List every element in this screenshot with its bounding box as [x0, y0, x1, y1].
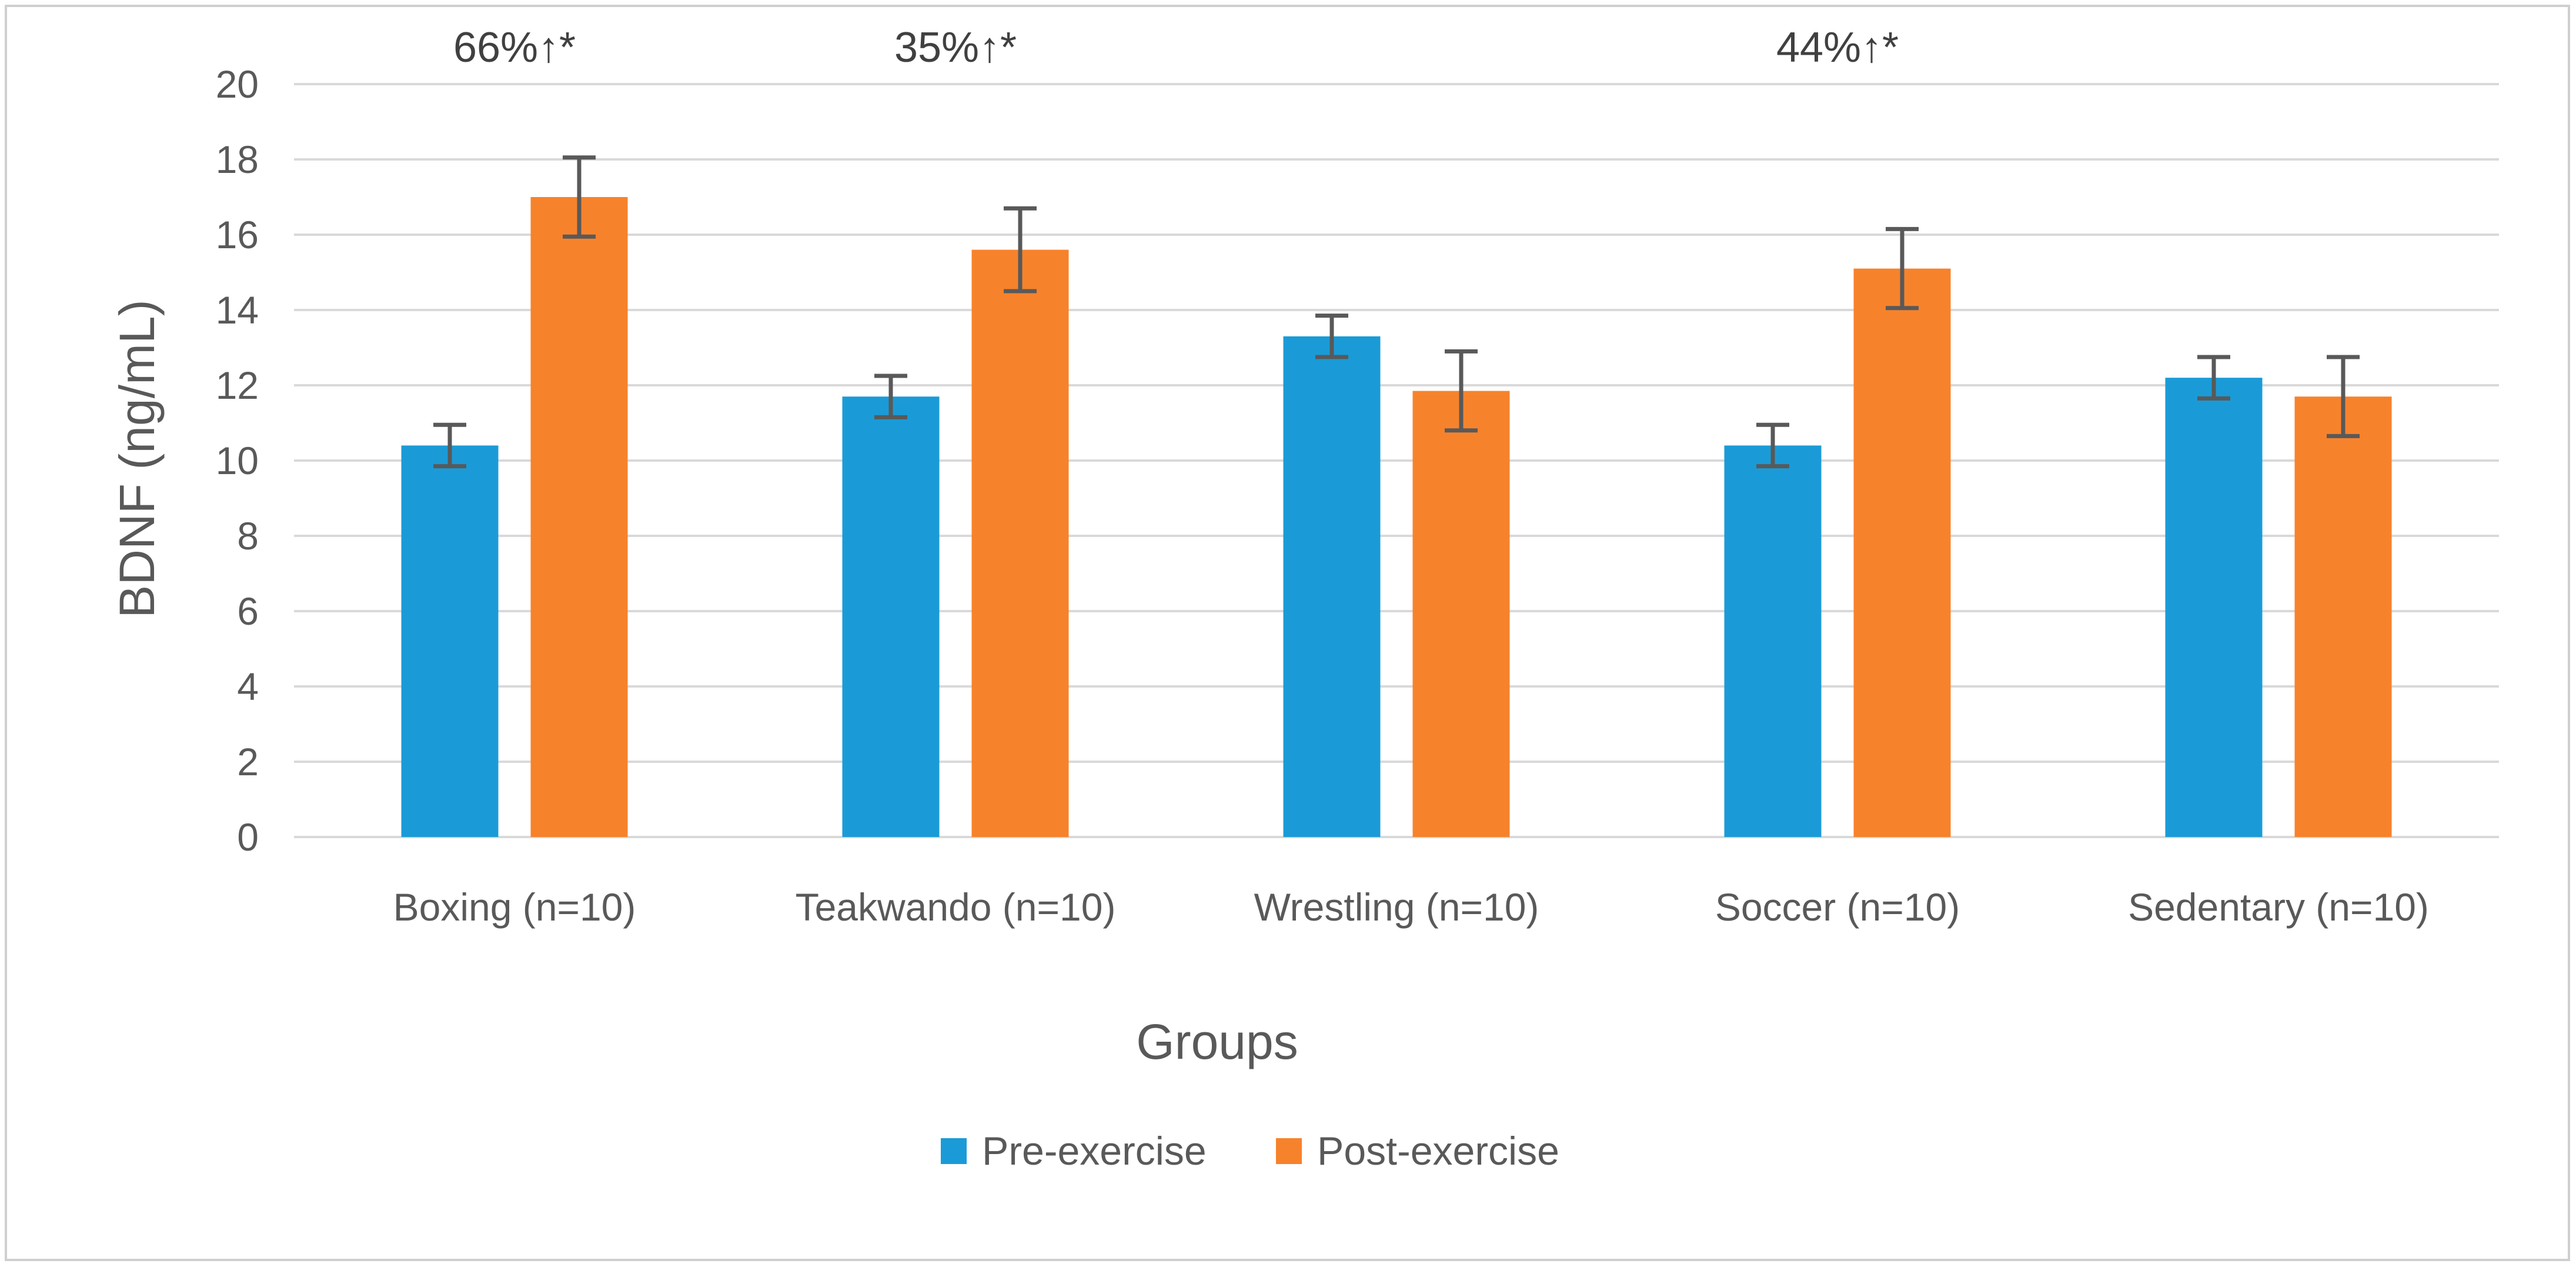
x-category-label: Teakwando (n=10): [796, 885, 1116, 929]
bar-post-exercise: [1412, 391, 1510, 837]
x-category-label: Soccer (n=10): [1715, 885, 1960, 929]
y-tick-label: 6: [237, 589, 259, 633]
annotations: 66%↑* 35%↑* 44%↑*: [453, 24, 1899, 71]
legend-swatch-post-exercise: [1276, 1138, 1302, 1164]
significance-annotation: 66%↑*: [453, 24, 576, 71]
y-tick-label: 10: [216, 439, 259, 482]
legend-label-post-exercise: Post-exercise: [1317, 1129, 1559, 1173]
x-axis-categories: Boxing (n=10) Teakwando (n=10) Wrestling (…: [393, 885, 2429, 929]
y-tick-label: 2: [237, 740, 259, 783]
y-tick-label: 16: [216, 213, 259, 256]
bar-post-exercise: [530, 197, 628, 837]
x-axis-title: Groups: [1136, 1014, 1298, 1069]
bar-pre-exercise: [401, 445, 499, 837]
x-category-label: Sedentary (n=10): [2128, 885, 2429, 929]
x-category-label: Wrestling (n=10): [1254, 885, 1539, 929]
y-tick-label: 12: [216, 364, 259, 407]
x-category-label: Boxing (n=10): [393, 885, 636, 929]
y-axis-ticks: 0 2 4 6 8 10 12 14 16 18 20: [216, 62, 259, 859]
y-tick-label: 14: [216, 288, 259, 332]
y-axis-title: BDNF (ng/mL): [109, 299, 165, 618]
significance-annotation: 44%↑*: [1776, 24, 1899, 71]
gridlines: [294, 83, 2499, 838]
y-tick-label: 18: [216, 138, 259, 181]
legend-label-pre-exercise: Pre-exercise: [982, 1129, 1207, 1173]
bar-pre-exercise: [1283, 336, 1381, 837]
legend-swatch-pre-exercise: [941, 1138, 967, 1164]
y-tick-label: 8: [237, 514, 259, 558]
bar-pre-exercise: [1724, 445, 1822, 837]
y-tick-label: 4: [237, 665, 259, 708]
bars: [401, 197, 2392, 838]
bar-post-exercise: [1853, 268, 1951, 838]
bar-pre-exercise: [2165, 378, 2263, 837]
significance-annotation: 35%↑*: [894, 24, 1017, 71]
bar-pre-exercise: [842, 396, 940, 837]
bar-post-exercise: [2294, 396, 2392, 837]
y-tick-label: 0: [237, 815, 259, 859]
error-bars: [433, 155, 2360, 469]
legend: Pre-exercise Post-exercise: [941, 1129, 1559, 1173]
bar-post-exercise: [971, 249, 1069, 838]
y-tick-label: 20: [216, 62, 259, 106]
